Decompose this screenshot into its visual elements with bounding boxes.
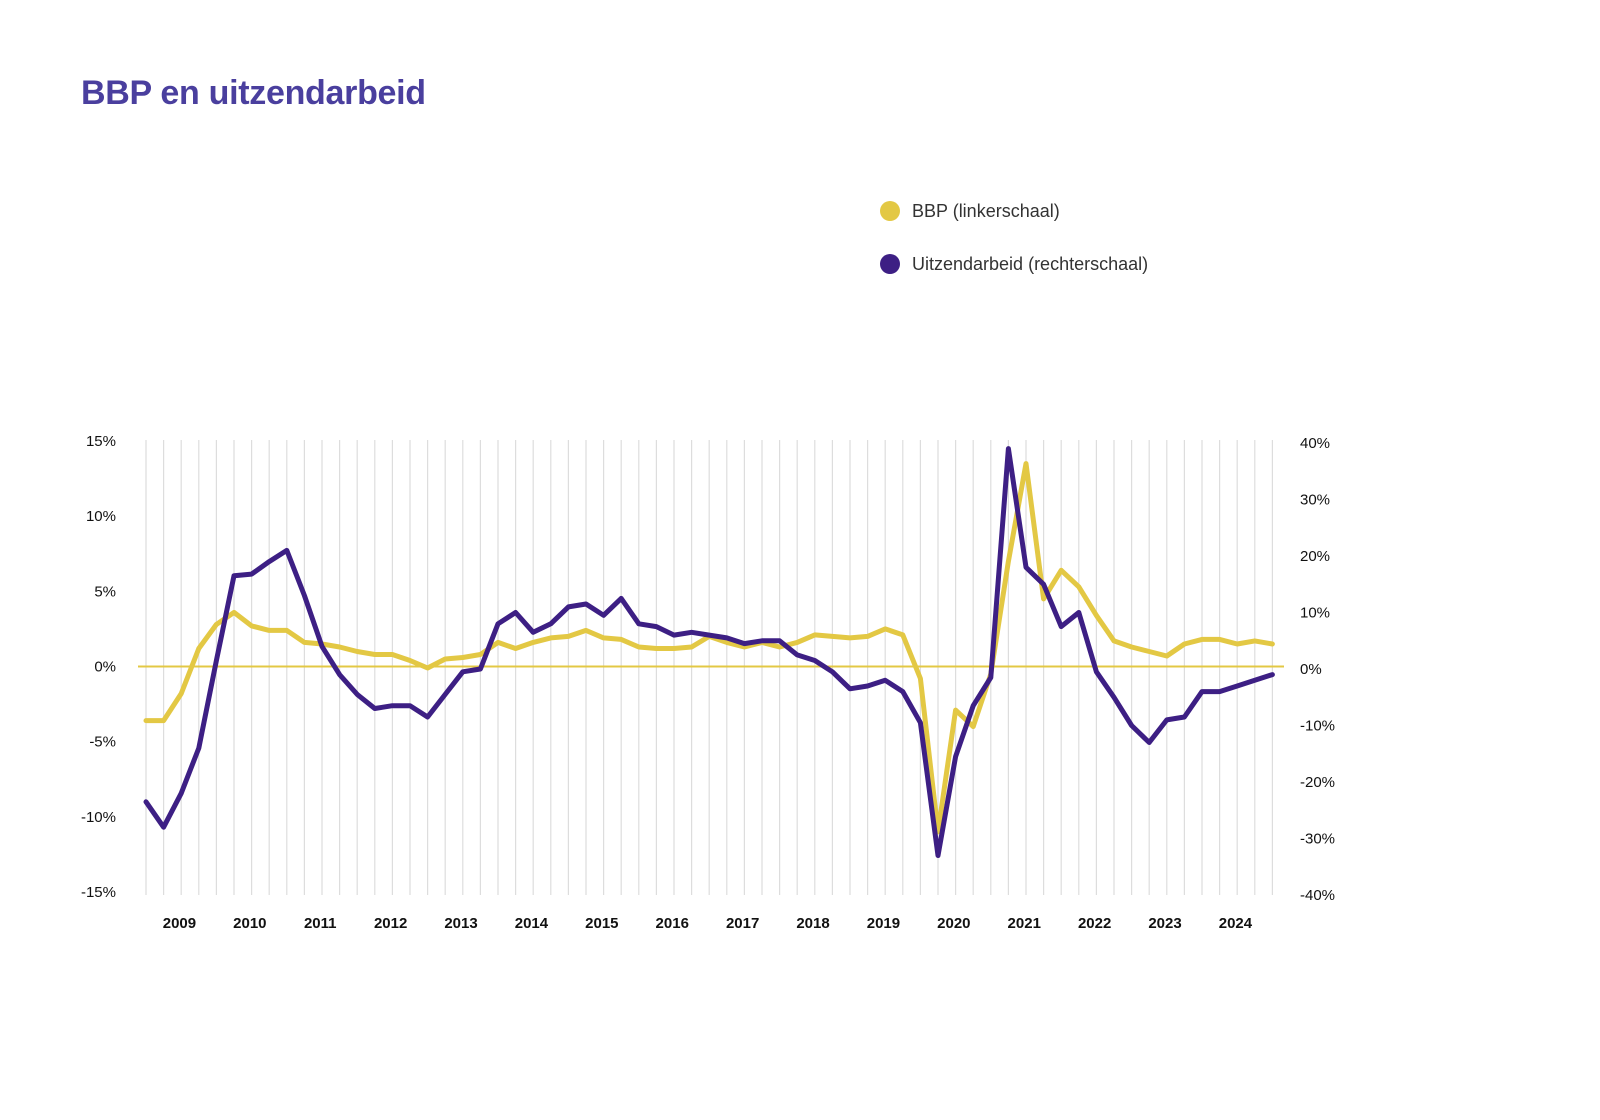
x-tick-label: 2019 — [867, 915, 900, 932]
y-left-tick-label: -5% — [89, 734, 116, 751]
x-tick-label: 2017 — [726, 915, 759, 932]
y-right-tick-label: -10% — [1300, 718, 1335, 735]
y-right-tick-label: 10% — [1300, 605, 1330, 622]
y-right-tick-label: 0% — [1300, 661, 1322, 678]
legend-label-uitzendarbeid: Uitzendarbeid (rechterschaal) — [912, 253, 1149, 274]
y-right-tick-label: 20% — [1300, 548, 1330, 565]
x-tick-label: 2009 — [163, 915, 196, 932]
x-tick-label: 2023 — [1148, 915, 1181, 932]
x-tick-label: 2021 — [1008, 915, 1041, 932]
y-left-tick-label: 0% — [94, 659, 116, 676]
legend-label-bbp: BBP (linkerschaal) — [912, 200, 1060, 221]
y-right-tick-label: 30% — [1300, 492, 1330, 509]
x-tick-label: 2016 — [656, 915, 689, 932]
y-left-tick-label: -15% — [81, 884, 116, 901]
x-tick-label: 2010 — [233, 915, 266, 932]
y-right-tick-label: -20% — [1300, 774, 1335, 791]
y-left-tick-label: 5% — [94, 583, 116, 600]
x-tick-label: 2012 — [374, 915, 407, 932]
y-left-tick-label: 15% — [86, 433, 116, 450]
legend-swatch-bbp — [880, 201, 900, 221]
chart-title: BBP en uitzendarbeid — [81, 74, 426, 112]
y-left-tick-label: -10% — [81, 809, 116, 826]
series-line-uitzendarbeid — [143, 446, 1275, 858]
legend-swatch-uitzendarbeid — [880, 254, 900, 274]
x-tick-label: 2014 — [515, 915, 549, 932]
y-left-tick-label: 10% — [86, 508, 116, 525]
x-tick-label: 2024 — [1219, 915, 1253, 932]
y-right-tick-label: 40% — [1300, 435, 1330, 452]
x-tick-label: 2013 — [444, 915, 477, 932]
x-tick-label: 2011 — [304, 915, 337, 932]
x-tick-label: 2015 — [585, 915, 618, 932]
x-tick-label: 2020 — [937, 915, 970, 932]
chart-legend: BBP (linkerschaal) Uitzendarbeid (rechte… — [880, 200, 1148, 306]
legend-item-bbp: BBP (linkerschaal) — [880, 200, 1148, 222]
y-right-tick-label: -40% — [1300, 887, 1335, 904]
x-tick-label: 2022 — [1078, 915, 1111, 932]
legend-item-uitzendarbeid: Uitzendarbeid (rechterschaal) — [880, 253, 1148, 275]
x-tick-label: 2018 — [796, 915, 829, 932]
y-right-tick-label: -30% — [1300, 831, 1335, 848]
